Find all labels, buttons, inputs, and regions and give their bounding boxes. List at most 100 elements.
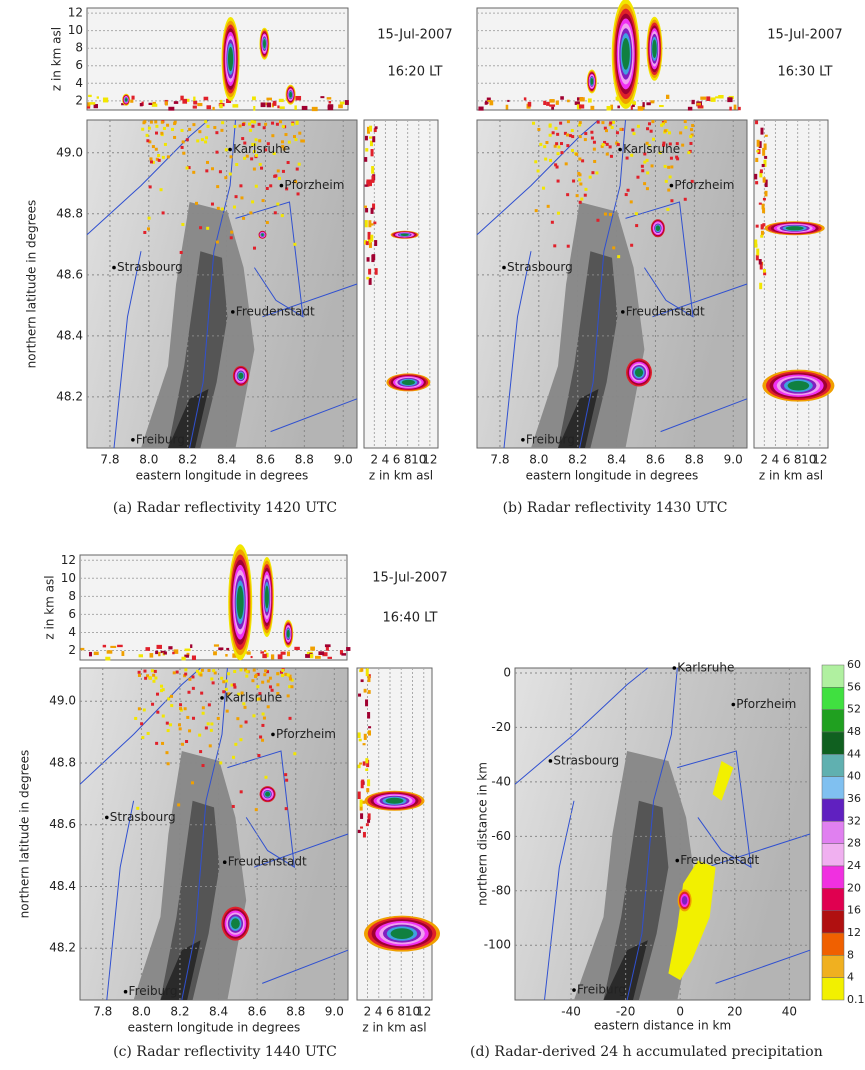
city-label: Freudenstadt (236, 304, 315, 318)
echo (548, 123, 552, 127)
echo (645, 158, 649, 162)
border-line (503, 251, 532, 449)
border-line (106, 800, 135, 1001)
border-line (113, 251, 142, 449)
echo (327, 656, 332, 659)
echo (210, 677, 214, 681)
echo (632, 104, 635, 107)
echo (729, 106, 732, 111)
echo (549, 104, 556, 107)
echo (289, 677, 293, 681)
colorbar-segment (821, 754, 845, 777)
mountains-high (603, 800, 669, 1000)
echo (588, 175, 592, 179)
echo (226, 98, 232, 103)
echo (578, 200, 582, 204)
y-tick-label: 4 (75, 76, 83, 90)
echo (160, 689, 164, 693)
echo (603, 140, 607, 144)
echo (256, 672, 260, 676)
echo (96, 96, 99, 99)
echo (635, 224, 639, 228)
y-tick-label: 49.0 (56, 145, 83, 159)
x-tick-label: 8 (397, 1005, 405, 1019)
border-line (262, 949, 349, 984)
echo (173, 649, 179, 654)
x-tick-label: 8.6 (646, 453, 665, 467)
echo (294, 138, 298, 142)
echo (266, 142, 270, 146)
echo (567, 99, 570, 103)
echo (205, 169, 209, 173)
x-tick-label: 6 (386, 1005, 394, 1019)
echo (251, 200, 255, 204)
echo (650, 164, 654, 168)
echo (689, 141, 693, 145)
echo (256, 697, 260, 701)
echo (148, 676, 152, 680)
echo (282, 147, 286, 151)
echo (149, 160, 153, 164)
echo (290, 685, 294, 689)
echo (548, 133, 552, 137)
echo (145, 133, 149, 137)
echo (634, 368, 644, 377)
x-tick-label: -20 (616, 1005, 636, 1019)
echo (272, 101, 277, 106)
echo (338, 104, 343, 109)
echo (584, 187, 588, 191)
echo (216, 716, 220, 720)
echo (658, 151, 662, 155)
echo (234, 195, 238, 199)
echo (608, 123, 612, 127)
echo (254, 673, 258, 677)
echo (244, 720, 248, 724)
echo (400, 233, 409, 236)
echo (192, 105, 197, 109)
echo (263, 650, 267, 653)
echo (248, 128, 252, 132)
colorbar-label: 20 (847, 881, 861, 894)
echo (663, 120, 667, 124)
echo (603, 126, 607, 130)
echo (205, 136, 209, 140)
echo (219, 761, 223, 765)
echo (581, 159, 585, 163)
echo (365, 699, 369, 707)
city-dot (731, 702, 736, 707)
echo (754, 239, 758, 248)
echo (220, 676, 224, 680)
echo (188, 127, 192, 131)
echo (710, 97, 716, 102)
echo (298, 131, 302, 135)
colorbar-label: 56 (847, 680, 861, 693)
echo (663, 129, 667, 133)
echo (761, 163, 765, 168)
echo (266, 670, 270, 674)
mountains-high (160, 800, 220, 1000)
echo (601, 143, 605, 147)
echo (578, 178, 582, 182)
echo (652, 39, 657, 59)
echo (764, 190, 768, 197)
echo (544, 157, 548, 161)
echo (288, 685, 292, 689)
echo (718, 94, 724, 99)
city-dot (228, 147, 232, 152)
echo (240, 691, 244, 695)
echo (543, 100, 547, 106)
echo (141, 127, 145, 131)
echo (191, 655, 196, 661)
echo (245, 674, 249, 678)
caption: (b) Radar reflectivity 1430 UTC (503, 500, 728, 516)
echo (266, 97, 272, 101)
echo (590, 136, 594, 140)
echo (374, 126, 378, 130)
colorbar-label: 12 (847, 926, 861, 939)
echo (670, 199, 674, 203)
echo (609, 154, 613, 158)
city-dot (618, 147, 622, 152)
x-tick-label: 2 (761, 453, 769, 467)
echo (643, 160, 647, 164)
echo (177, 803, 181, 807)
